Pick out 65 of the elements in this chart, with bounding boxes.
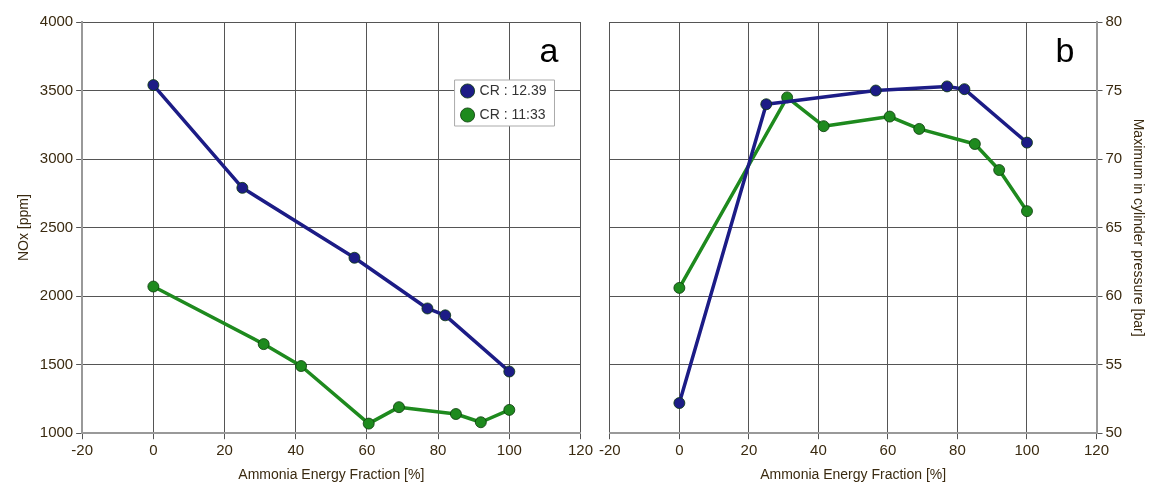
- point: [993, 164, 1006, 176]
- point: [817, 120, 830, 133]
- legend-label: CR : 11:33: [479, 105, 546, 122]
- point: [362, 417, 375, 430]
- point: [503, 365, 516, 378]
- point: [257, 338, 270, 351]
- x-axis-title: Ammonia Energy Fraction [%]: [760, 466, 947, 483]
- point: [1021, 136, 1033, 149]
- point: [147, 280, 160, 293]
- x-tick-label: 80: [429, 441, 447, 459]
- y2-tick-label: 55: [1105, 354, 1123, 372]
- x-tick-label: 40: [287, 441, 305, 459]
- x-tick-label: 20: [740, 441, 758, 459]
- annotation: a: [539, 31, 559, 70]
- point: [393, 401, 405, 414]
- point: [968, 138, 981, 150]
- point: [1021, 205, 1033, 218]
- x-tick-label: -20: [71, 441, 94, 459]
- point: [348, 251, 361, 264]
- x-tick-label: 100: [496, 441, 522, 459]
- point: [147, 79, 160, 91]
- point: [883, 110, 896, 123]
- point: [941, 80, 953, 93]
- y-tick-label: 4000: [39, 12, 74, 30]
- y2-tick-label: 80: [1105, 12, 1123, 30]
- x-tick-label: -20: [599, 441, 621, 459]
- x-tick-label: 80: [949, 441, 966, 459]
- x-tick-label: 40: [810, 441, 827, 459]
- x-tick-label: 0: [675, 441, 684, 459]
- y-axis-title: NOx [ppm]: [15, 194, 32, 262]
- point: [673, 397, 686, 409]
- legend-label: CR : 12.39: [479, 81, 547, 98]
- x-tick-label: 60: [879, 441, 897, 459]
- point: [673, 282, 686, 294]
- y2-tick-label: 75: [1105, 80, 1123, 98]
- y2-axis-title: Maximum in cylinder pressure [bar]: [1130, 118, 1147, 337]
- point: [869, 84, 882, 97]
- x-axis-title: Ammonia Energy Fraction [%]: [238, 466, 425, 483]
- point: [236, 181, 249, 194]
- point: [474, 416, 487, 429]
- point: [760, 98, 773, 111]
- y-tick-label: 1500: [39, 354, 74, 372]
- x-tick-label: 20: [216, 441, 233, 459]
- y-tick-label: 3500: [39, 80, 74, 98]
- point: [450, 408, 462, 420]
- point: [439, 309, 452, 322]
- annotation: b: [1055, 31, 1075, 70]
- y-tick-label: 3000: [39, 149, 74, 167]
- point: [958, 83, 971, 96]
- y2-tick-label: 70: [1105, 149, 1123, 167]
- y2-tick-label: 60: [1105, 286, 1123, 304]
- x-tick-label: 60: [358, 441, 376, 459]
- point: [295, 360, 307, 372]
- point: [913, 123, 926, 135]
- y-tick-label: 2500: [39, 217, 74, 235]
- point: [421, 302, 434, 315]
- x-tick-label: 120: [1084, 441, 1110, 459]
- x-tick-label: 120: [567, 441, 593, 459]
- x-tick-label: 100: [1014, 441, 1040, 459]
- y-tick-label: 2000: [39, 286, 74, 304]
- y2-tick-label: 50: [1105, 423, 1123, 441]
- x-tick-label: 0: [149, 441, 158, 459]
- y2-tick-label: 65: [1105, 217, 1123, 235]
- point: [503, 404, 516, 416]
- y-tick-label: 1000: [39, 423, 74, 441]
